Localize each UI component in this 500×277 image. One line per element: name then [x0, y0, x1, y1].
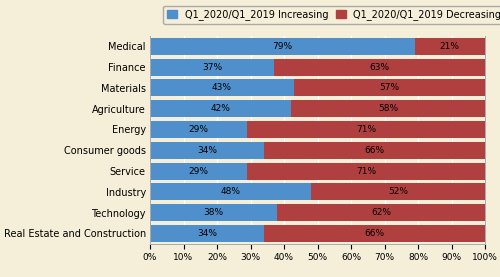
Text: 52%: 52%: [388, 187, 408, 196]
Bar: [290, 100, 485, 117]
Bar: [150, 59, 274, 76]
Text: 42%: 42%: [210, 104, 231, 113]
Text: 38%: 38%: [204, 208, 224, 217]
Text: 62%: 62%: [371, 208, 391, 217]
Text: 29%: 29%: [188, 125, 208, 134]
Text: 79%: 79%: [272, 42, 292, 51]
Text: 71%: 71%: [356, 125, 376, 134]
Bar: [294, 79, 485, 96]
Bar: [247, 121, 485, 138]
Bar: [150, 100, 290, 117]
Bar: [414, 38, 485, 55]
Text: 29%: 29%: [188, 166, 208, 176]
Bar: [264, 142, 485, 159]
Text: 58%: 58%: [378, 104, 398, 113]
Bar: [150, 183, 311, 200]
Text: 66%: 66%: [364, 146, 384, 155]
Text: 21%: 21%: [440, 42, 460, 51]
Legend: Q1_2020/Q1_2019 Increasing, Q1_2020/Q1_2019 Decreasing: Q1_2020/Q1_2019 Increasing, Q1_2020/Q1_2…: [163, 6, 500, 24]
Bar: [150, 142, 264, 159]
Bar: [150, 38, 414, 55]
Bar: [150, 163, 247, 179]
Text: 63%: 63%: [370, 63, 390, 72]
Bar: [150, 79, 294, 96]
Bar: [274, 59, 485, 76]
Text: 43%: 43%: [212, 83, 232, 93]
Bar: [311, 183, 485, 200]
Text: 37%: 37%: [202, 63, 222, 72]
Text: 57%: 57%: [380, 83, 400, 93]
Bar: [150, 225, 264, 242]
Bar: [150, 204, 278, 221]
Text: 34%: 34%: [197, 146, 217, 155]
Text: 71%: 71%: [356, 166, 376, 176]
Bar: [247, 163, 485, 179]
Text: 66%: 66%: [364, 229, 384, 238]
Text: 48%: 48%: [220, 187, 240, 196]
Bar: [264, 225, 485, 242]
Text: 34%: 34%: [197, 229, 217, 238]
Bar: [150, 121, 247, 138]
Bar: [278, 204, 485, 221]
